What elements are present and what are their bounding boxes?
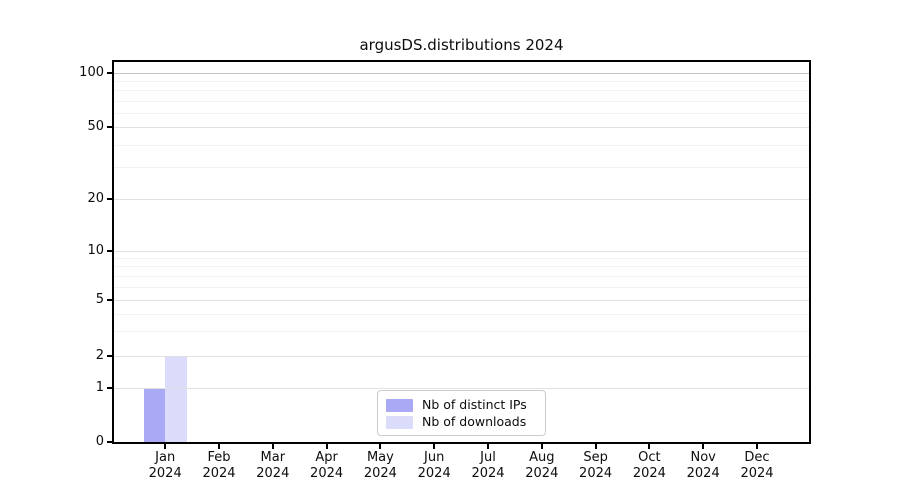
x-tick-mark — [433, 444, 436, 449]
x-tick-label: Jul 2024 — [471, 450, 505, 481]
legend-item-downloads: Nb of downloads — [386, 414, 537, 430]
x-tick-label: Jun 2024 — [417, 450, 451, 481]
y-tick-label: 0 — [95, 434, 104, 449]
x-tick-label: Nov 2024 — [686, 450, 720, 481]
x-tick-mark — [702, 444, 705, 449]
y-tick-mark — [107, 198, 112, 201]
y-tick-label: 10 — [87, 242, 104, 258]
x-tick-label: Mar 2024 — [256, 450, 290, 481]
x-tick-mark — [594, 444, 597, 449]
gridline-major — [114, 250, 809, 252]
legend-label-downloads: Nb of downloads — [422, 414, 527, 429]
gridline-minor — [114, 331, 809, 333]
x-tick-label: Dec 2024 — [740, 450, 774, 481]
gridline-minor — [114, 286, 809, 288]
legend-label-distinct-ips: Nb of distinct IPs — [422, 397, 527, 412]
y-tick-label: 1 — [95, 379, 104, 395]
gridline-minor — [114, 100, 809, 102]
y-tick-mark — [107, 249, 112, 252]
x-tick-mark — [648, 444, 651, 449]
x-tick-mark — [218, 444, 220, 449]
y-tick-mark — [107, 386, 112, 389]
x-tick-label: Oct 2024 — [632, 450, 666, 481]
bar-distinct-ips — [143, 387, 166, 442]
x-tick-mark — [379, 444, 382, 449]
gridline-minor — [114, 258, 809, 259]
y-tick-label: 100 — [79, 64, 104, 80]
x-tick-mark — [271, 444, 274, 449]
y-tick-label: 50 — [87, 119, 104, 135]
x-tick-label: Sep 2024 — [579, 450, 613, 481]
gridline-major — [114, 199, 809, 201]
legend-swatch-distinct-ips — [386, 398, 413, 412]
y-tick-mark — [107, 355, 112, 357]
y-tick-label: 2 — [95, 348, 104, 363]
x-tick-mark — [487, 444, 489, 449]
gridline-major — [114, 299, 809, 301]
y-tick-label: 5 — [95, 291, 104, 307]
x-tick-mark — [756, 444, 758, 449]
gridline-minor — [114, 90, 809, 92]
x-tick-mark — [325, 444, 328, 449]
y-tick-mark — [107, 71, 112, 74]
chart-title: argusDS.distributions 2024 — [359, 36, 564, 54]
gridline-minor — [114, 313, 809, 315]
gridline-minor — [114, 275, 809, 277]
y-tick-mark — [107, 126, 112, 129]
gridline-major — [114, 72, 809, 74]
gridline-major — [114, 356, 809, 357]
x-tick-mark — [164, 444, 167, 449]
y-tick-mark — [107, 298, 112, 301]
y-tick-label: 20 — [87, 191, 104, 207]
plot-area — [112, 60, 811, 444]
legend-item-distinct-ips: Nb of distinct IPs — [386, 397, 537, 413]
legend-swatch-downloads — [386, 415, 413, 429]
gridline-major — [114, 127, 809, 129]
gridline-minor — [114, 113, 809, 114]
legend: Nb of distinct IPs Nb of downloads — [377, 390, 546, 436]
gridline-minor — [114, 144, 809, 146]
y-tick-mark — [107, 441, 112, 443]
x-tick-label: Apr 2024 — [310, 450, 344, 481]
x-tick-label: Jan 2024 — [148, 450, 182, 481]
gridline-minor — [114, 167, 809, 169]
gridline-minor — [114, 266, 809, 268]
x-tick-label: Aug 2024 — [525, 450, 559, 481]
x-tick-mark — [540, 444, 543, 449]
bar-downloads — [165, 356, 187, 442]
x-tick-label: May 2024 — [363, 450, 397, 481]
x-tick-label: Feb 2024 — [202, 450, 236, 481]
gridline-major — [114, 387, 809, 389]
gridline-minor — [114, 81, 809, 83]
